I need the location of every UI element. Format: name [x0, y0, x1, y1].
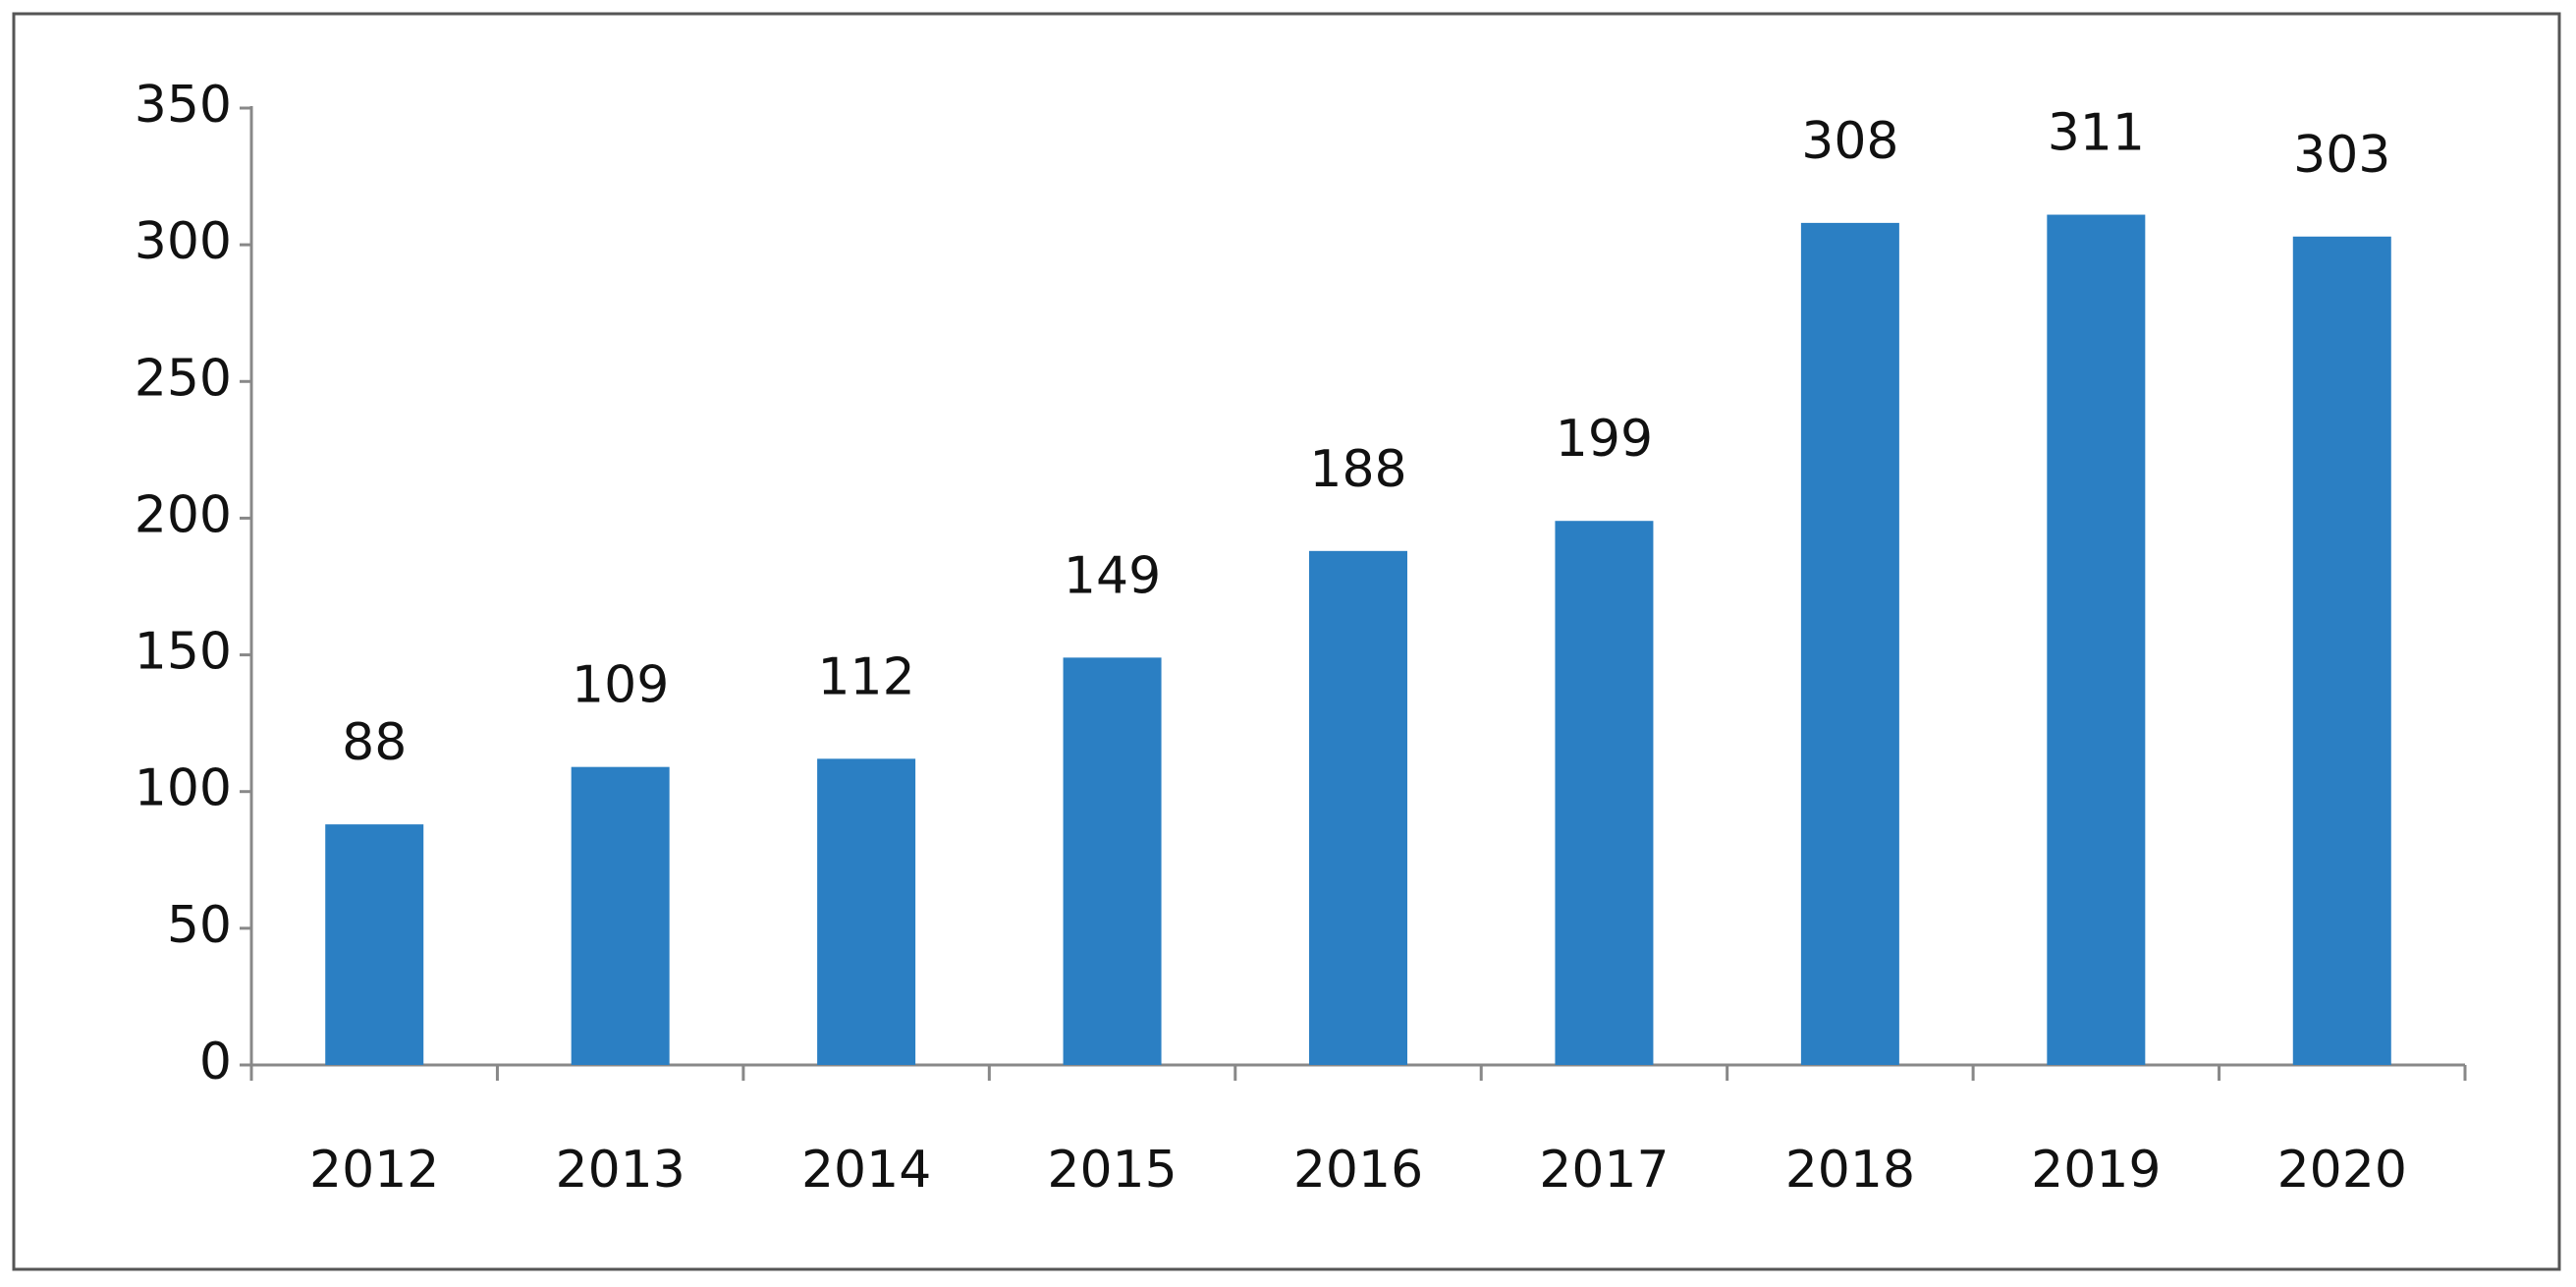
y-tick-label: 150	[135, 623, 232, 682]
bar	[1309, 550, 1407, 1065]
y-tick-label: 0	[199, 1033, 232, 1091]
y-tick-label: 350	[135, 76, 232, 135]
chart-border	[12, 12, 2561, 1271]
y-tick-label: 50	[167, 896, 232, 955]
bar	[2292, 236, 2391, 1065]
data-label: 308	[1801, 112, 1898, 171]
bar	[1800, 222, 1899, 1065]
x-tick-label: 2015	[1047, 1141, 1177, 1200]
data-label: 188	[1309, 440, 1406, 499]
x-tick-label: 2013	[555, 1141, 685, 1200]
x-tick-label: 2020	[2277, 1141, 2407, 1200]
x-tick-label: 2018	[1785, 1141, 1915, 1200]
x-tick-label: 2012	[309, 1141, 439, 1200]
bar	[325, 824, 424, 1065]
bar	[1063, 657, 1162, 1065]
data-label: 303	[2293, 126, 2390, 185]
y-tick-label: 250	[135, 349, 232, 408]
y-tick-label: 300	[135, 212, 232, 271]
data-label: 149	[1064, 546, 1161, 605]
x-tick-label: 2014	[801, 1141, 931, 1200]
data-label: 311	[2048, 104, 2145, 163]
x-tick-label: 2017	[1539, 1141, 1669, 1200]
bar	[2047, 214, 2146, 1065]
data-label: 88	[342, 713, 407, 772]
y-tick-label: 200	[135, 485, 232, 544]
data-label: 112	[817, 647, 914, 706]
y-tick-label: 100	[135, 759, 232, 818]
data-label: 199	[1556, 410, 1653, 469]
bar	[1555, 521, 1654, 1065]
x-tick-label: 2019	[2031, 1141, 2161, 1200]
data-label: 109	[572, 656, 669, 715]
x-tick-label: 2016	[1293, 1141, 1423, 1200]
bar	[571, 766, 670, 1065]
bar	[817, 758, 916, 1065]
